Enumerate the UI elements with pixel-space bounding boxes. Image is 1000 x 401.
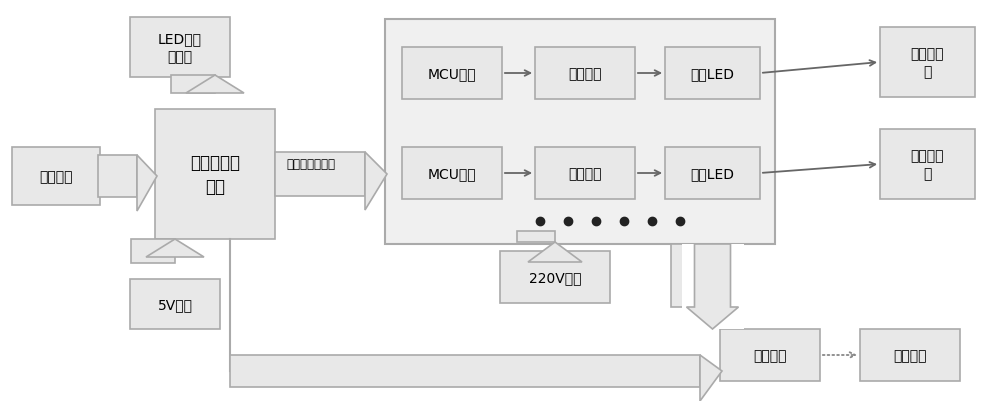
Bar	[402, 148, 502, 200]
Polygon shape	[684, 244, 742, 266]
Polygon shape	[528, 242, 582, 262]
Bar	[130, 18, 230, 78]
Polygon shape	[137, 156, 157, 211]
Text: 5V电源: 5V电源	[158, 297, 193, 311]
Text: 紫外LED: 紫外LED	[690, 67, 734, 81]
Bar	[880, 130, 975, 200]
Bar	[275, 153, 365, 196]
Bar	[880, 28, 975, 98]
Text: 驱动电路: 驱动电路	[568, 166, 602, 180]
Text: 键盘输入: 键盘输入	[39, 170, 73, 184]
Bar	[385, 20, 775, 244]
Bar	[402, 48, 502, 100]
Bar	[535, 48, 635, 100]
Text: 220V电源: 220V电源	[529, 270, 581, 284]
Text: 紫外滤光
片: 紫外滤光 片	[911, 47, 944, 79]
Text: 紫外滤光
片: 紫外滤光 片	[911, 148, 944, 181]
Bar	[535, 148, 635, 200]
Bar	[12, 148, 100, 205]
Bar	[230, 355, 700, 387]
Polygon shape	[186, 76, 244, 94]
Bar	[517, 231, 555, 242]
Bar	[155, 110, 275, 239]
Text: MCU单元: MCU单元	[428, 166, 476, 180]
Text: 空气净化: 空气净化	[893, 348, 927, 362]
Text: LED数码
管显示: LED数码 管显示	[158, 32, 202, 64]
Bar	[665, 48, 760, 100]
Bar	[131, 239, 175, 263]
Bar	[171, 76, 215, 94]
Bar	[130, 279, 220, 329]
Polygon shape	[700, 355, 722, 401]
Text: 驱动电路: 驱动电路	[568, 67, 602, 81]
Bar	[665, 148, 760, 200]
Bar	[500, 251, 610, 303]
Bar	[860, 329, 960, 381]
Text: MCU单元: MCU单元	[428, 67, 476, 81]
Text: 地址线选通控制: 地址线选通控制	[287, 158, 336, 170]
Bar	[670, 244, 712, 307]
Polygon shape	[686, 244, 738, 329]
Bar	[682, 244, 744, 329]
Polygon shape	[146, 239, 204, 257]
Text: 单片机控制
单元: 单片机控制 单元	[190, 154, 240, 195]
Text: 紫外LED: 紫外LED	[690, 166, 734, 180]
Polygon shape	[365, 153, 387, 211]
Text: 散热模组: 散热模组	[753, 348, 787, 362]
Bar	[720, 329, 820, 381]
Bar	[98, 156, 137, 198]
